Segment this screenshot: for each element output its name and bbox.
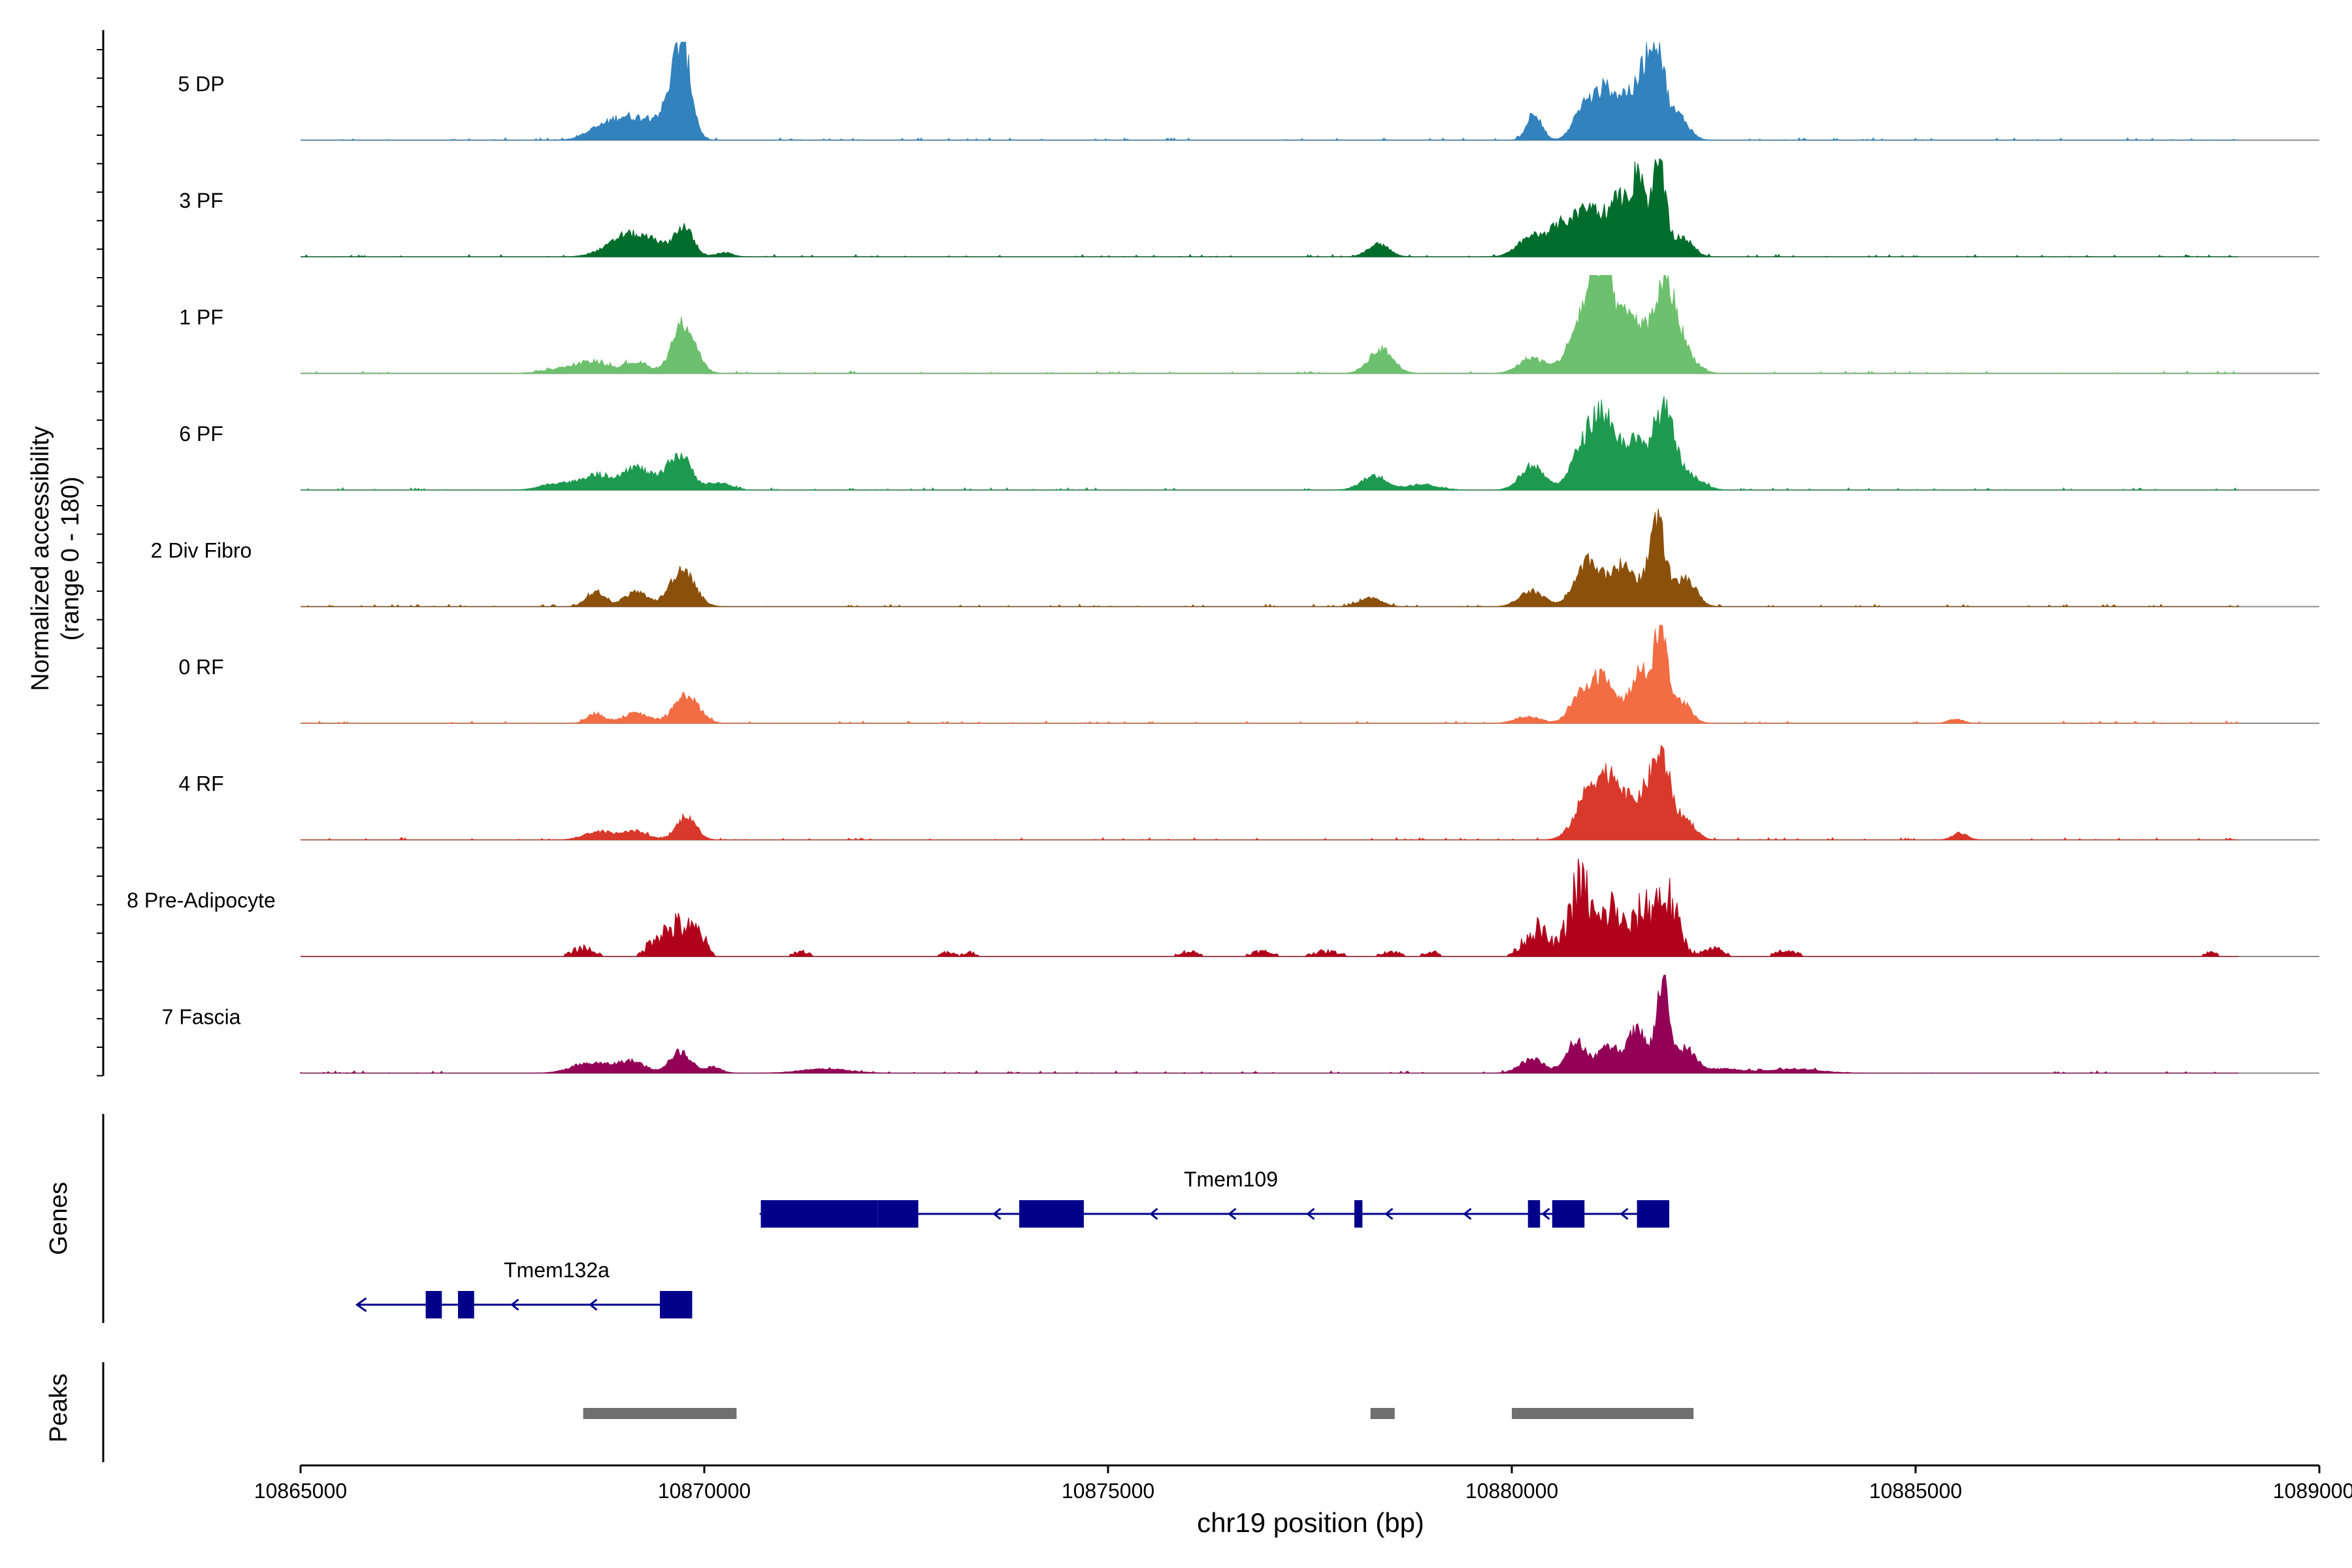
intron-chevron [992, 1207, 1002, 1220]
track-label: 6 PF [179, 422, 223, 446]
track-5: 0 RF [178, 625, 2319, 724]
intron-chevron [1541, 1207, 1550, 1220]
track-label: 7 Fascia [162, 1005, 241, 1029]
coverage-tracks: 5 DP 3 PF 1 PF 6 PF 2 Div Fibro 0 RF 4 RF 8 Pre… [127, 42, 2319, 1074]
track-7: 8 Pre-Adipocyte [127, 858, 2319, 957]
x-tick-label: 10880000 [1465, 1479, 1558, 1503]
x-tick-label: 10875000 [1062, 1479, 1154, 1503]
y-axis-label-line2: (range 0 - 180) [57, 476, 84, 640]
gene-model: Tmem132a [355, 1258, 693, 1318]
track-label: 2 Div Fibro [151, 539, 252, 563]
track-area [301, 744, 2239, 841]
intron-chevron [1384, 1207, 1394, 1220]
exon [1552, 1200, 1585, 1228]
track-area [301, 275, 2239, 374]
track-label: 3 PF [179, 189, 223, 212]
track-area [301, 858, 2239, 957]
exon [1354, 1200, 1363, 1228]
peaks-panel-label: Peaks [45, 1373, 73, 1443]
track-1: 3 PF [179, 158, 2319, 257]
track-label: 8 Pre-Adipocyte [127, 889, 276, 912]
track-6: 4 RF [178, 744, 2319, 841]
gene-model: Tmem109 [759, 1168, 1670, 1228]
x-tick-label: 10890000 [2273, 1479, 2352, 1503]
track-area [301, 42, 2239, 141]
exon [458, 1291, 474, 1318]
intron-chevron [589, 1298, 598, 1311]
exon [425, 1291, 442, 1318]
genes-panel: Tmem109 Tmem132a [102, 1114, 1670, 1323]
track-3: 6 PF [179, 396, 2319, 491]
exon [1527, 1200, 1541, 1228]
track-label: 1 PF [179, 306, 223, 329]
genes-panel-label: Genes [45, 1182, 73, 1255]
track-0: 5 DP [178, 42, 2319, 141]
peaks-panel [102, 1362, 1694, 1462]
x-axis-label: chr19 position (bp) [1197, 1507, 1424, 1538]
gene-strand-arrow [355, 1297, 367, 1313]
coverage-y-axis [97, 30, 105, 1077]
track-8: 7 Fascia [162, 975, 2319, 1074]
exon [877, 1200, 919, 1228]
gene-name: Tmem109 [1184, 1168, 1278, 1191]
intron-chevron [510, 1298, 519, 1311]
track-4: 2 Div Fibro [151, 508, 2319, 608]
intron-chevron [1463, 1207, 1472, 1220]
peak-region [583, 1408, 737, 1419]
y-axis-label-line1: Normalized accessibility [27, 426, 54, 691]
x-tick-label: 10885000 [1869, 1479, 1962, 1503]
x-tick-label: 10865000 [254, 1479, 347, 1503]
track-2: 1 PF [179, 275, 2319, 374]
intron-chevron [1620, 1207, 1629, 1220]
gene-name: Tmem132a [504, 1258, 610, 1282]
peak-region [1370, 1408, 1395, 1419]
track-area [300, 975, 2239, 1074]
track-label: 4 RF [178, 772, 223, 796]
x-axis: 10865000 10870000 10875000 10880000 10885000… [254, 1464, 2352, 1503]
intron-chevron [1228, 1207, 1237, 1220]
intron-chevron [1306, 1207, 1315, 1220]
track-area [301, 158, 2239, 257]
track-area [301, 625, 2239, 724]
peak-region [1512, 1408, 1694, 1419]
track-area [301, 508, 2240, 608]
exon [660, 1291, 693, 1318]
x-tick-label: 10870000 [658, 1479, 751, 1503]
track-area [301, 396, 2239, 491]
exon [1019, 1200, 1084, 1228]
exon [1637, 1200, 1670, 1228]
track-label: 0 RF [178, 655, 223, 679]
exon [760, 1200, 878, 1228]
intron-chevron [1149, 1207, 1158, 1220]
track-label: 5 DP [178, 73, 224, 96]
